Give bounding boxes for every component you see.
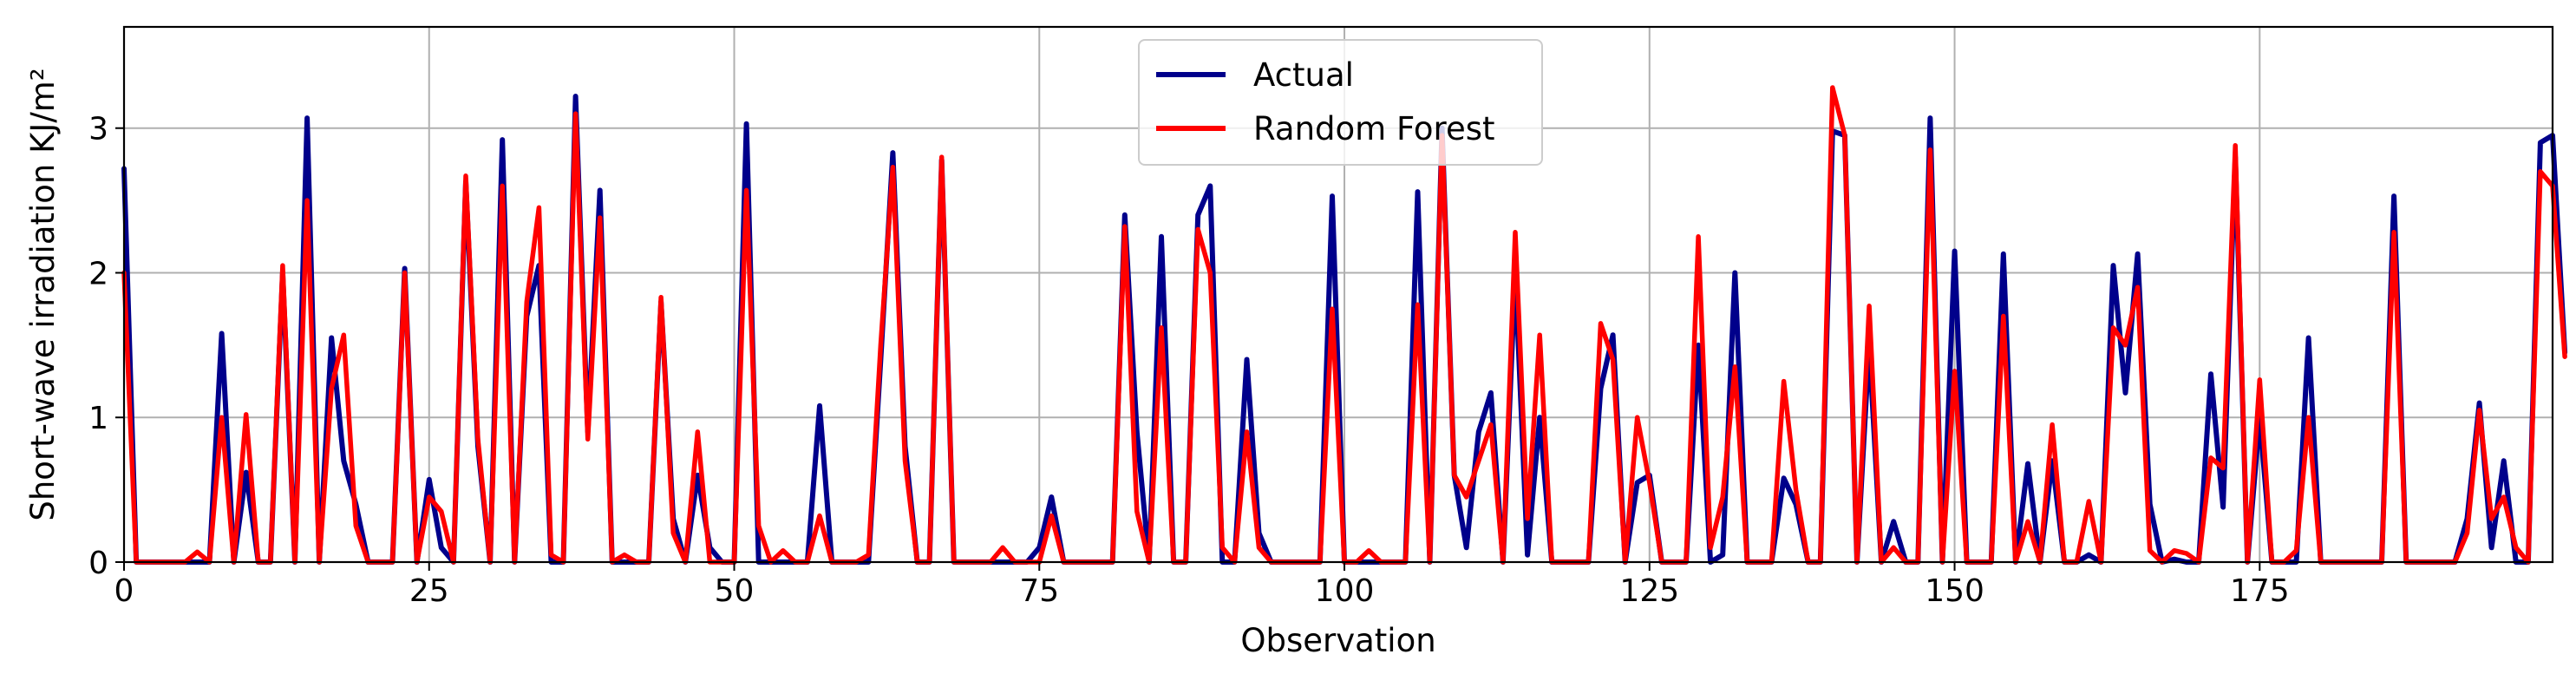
plot-frame: [122, 25, 2554, 564]
legend: Actual Random Forest: [1138, 39, 1543, 166]
y-tick-label: 2: [88, 256, 108, 291]
axis-ticks: 0 25 50 75 100 125 150 175 0 1 2 3: [88, 112, 2290, 609]
y-axis-label: Short-wave irradiation KJ/m²: [24, 68, 62, 520]
x-tick-label: 125: [1619, 573, 1679, 609]
x-tick-label: 0: [114, 573, 134, 609]
x-tick-label: 75: [1019, 573, 1059, 609]
y-tick-label: 3: [88, 112, 108, 147]
x-tick-label: 175: [2230, 573, 2290, 609]
legend-label: Actual: [1253, 56, 1354, 94]
x-tick-label: 150: [1925, 573, 1984, 609]
x-tick-label: 25: [409, 573, 449, 609]
legend-box: [1138, 39, 1543, 166]
x-tick-label: 100: [1315, 573, 1375, 609]
legend-label: Random Forest: [1253, 110, 1495, 147]
y-tick-label: 0: [88, 546, 108, 581]
y-tick-label: 1: [88, 401, 108, 436]
x-tick-label: 50: [715, 573, 755, 609]
x-axis-label: Observation: [1240, 622, 1435, 659]
